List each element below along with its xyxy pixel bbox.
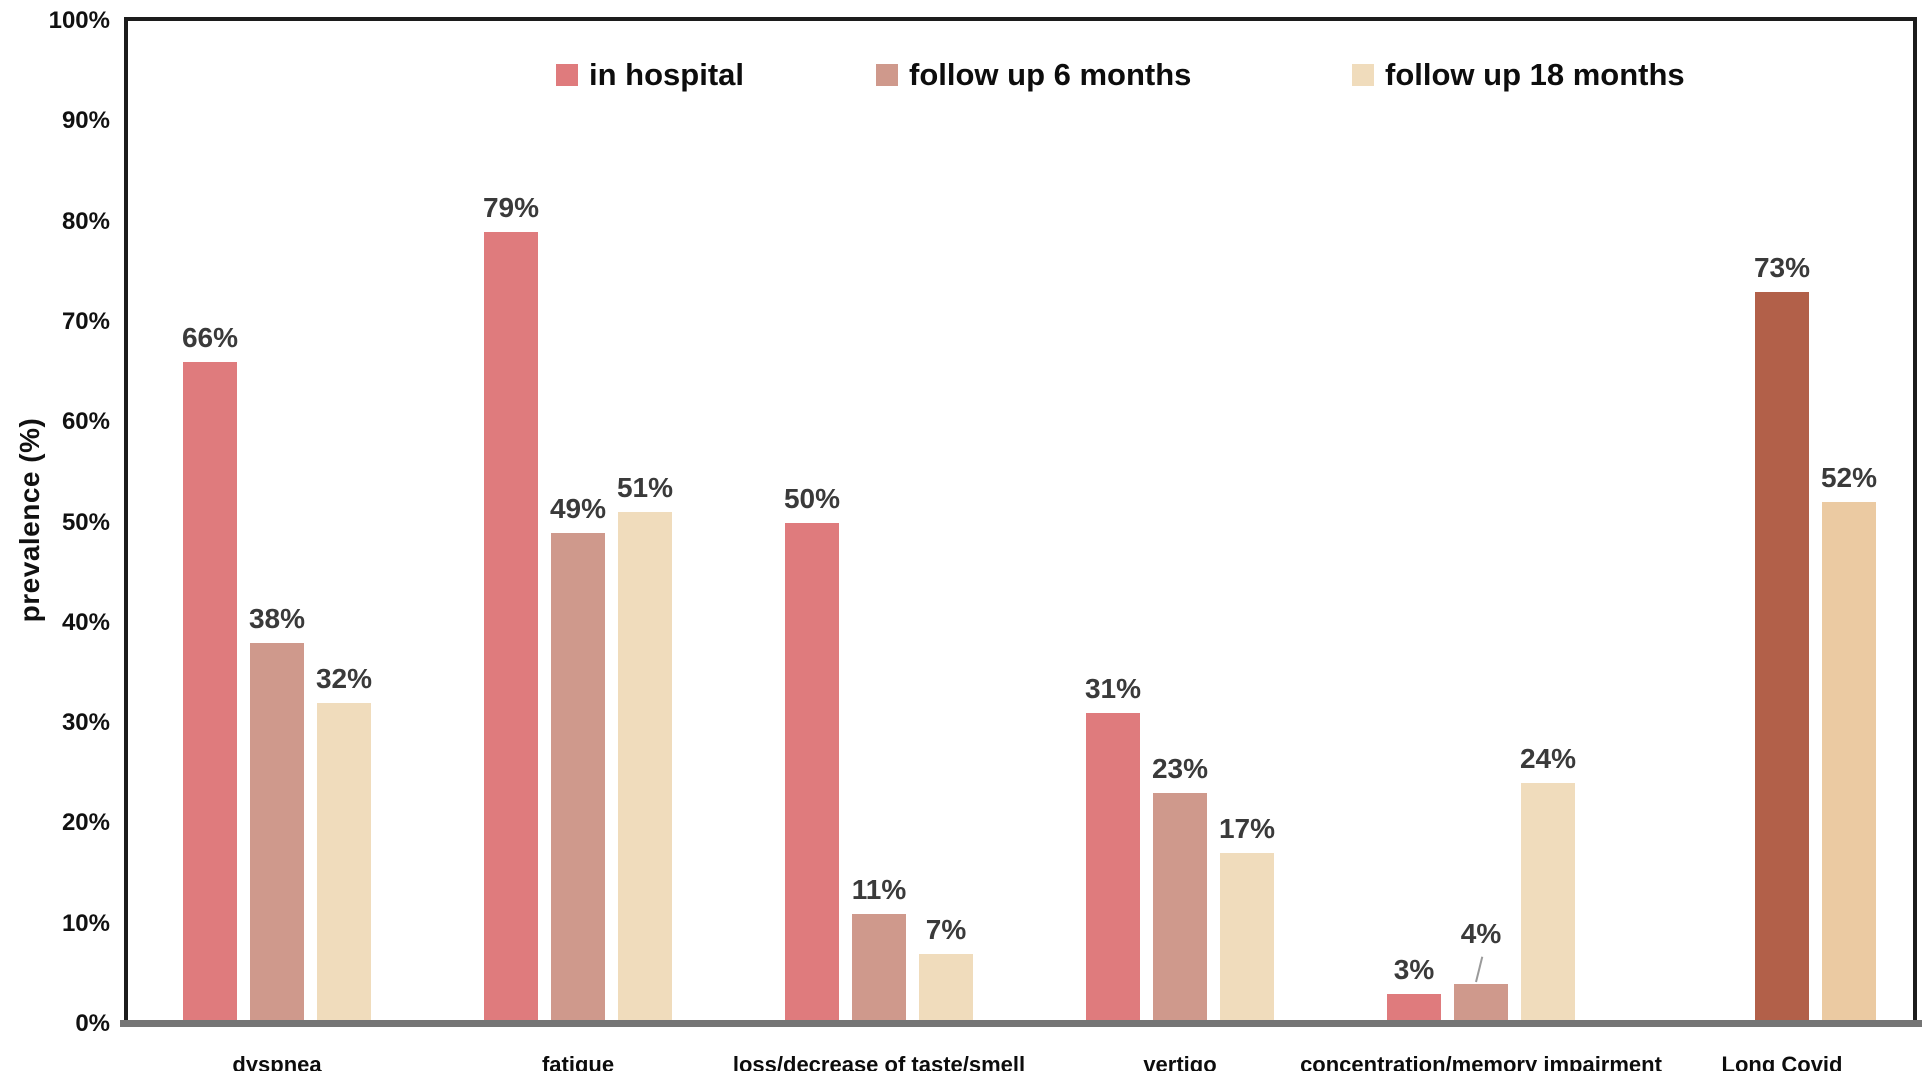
legend-swatch-follow-up-18-months: [1352, 64, 1374, 86]
category-label: dyspnea: [232, 1052, 322, 1071]
bar: [919, 954, 973, 1024]
bar-value-label: 66%: [181, 322, 239, 353]
bar-value-label: 52%: [1820, 462, 1878, 493]
legend-label: follow up 18 months: [1385, 57, 1685, 92]
legend-label: in hospital: [589, 57, 744, 92]
bar-group: 79% 49% 51% fatigue: [482, 21, 674, 1071]
legend-entry: follow up 18 months: [1352, 57, 1685, 93]
legend-swatch-in-hospital: [556, 64, 578, 86]
bar-value-label: 7%: [925, 914, 967, 945]
bar-group: 66% 38% 32% dyspnea: [181, 21, 373, 1071]
bar-value-label: 32%: [315, 663, 373, 694]
bar-group: 50% 11% 7% loss/decrease of taste/smell: [733, 21, 1025, 1071]
bar-value-label: 23%: [1151, 753, 1209, 784]
bar-value-label: 73%: [1753, 252, 1811, 283]
y-tick-label: 50%: [61, 508, 110, 536]
bar-value-label: 50%: [783, 483, 841, 514]
category-label: fatigue: [541, 1052, 615, 1071]
y-tick-label: 70%: [61, 307, 110, 335]
x-axis-line: [120, 1020, 1922, 1027]
y-tick-label: 40%: [61, 608, 110, 636]
y-tick-label: 60%: [61, 408, 110, 436]
bar-value-label: 11%: [851, 874, 907, 905]
bar: [250, 643, 304, 1024]
y-tick-label: 100%: [48, 7, 110, 34]
legend-swatch-follow-up-6-months: [876, 64, 898, 86]
bar: [1086, 713, 1140, 1024]
bar-group: 73% 52% Long Covid: [1688, 21, 1878, 1071]
bar-value-label: 38%: [248, 603, 306, 634]
bar: [618, 512, 672, 1024]
bar-group: 31% 23% 17% vertigo: [1084, 21, 1276, 1071]
category-label: Long Covid: [1721, 1052, 1843, 1071]
category-label: concentration/memory impairment: [1300, 1052, 1662, 1071]
label-leader-line: [1475, 956, 1484, 983]
bar-value-label: 3%: [1393, 954, 1435, 985]
category-label: vertigo: [1143, 1052, 1217, 1071]
y-tick-label: 20%: [61, 809, 110, 837]
bar-value-label: 17%: [1218, 813, 1276, 844]
bar-value-label: 4%: [1460, 918, 1502, 949]
bar-group: 3% 4% 24% concentration/memory impairment: [1300, 21, 1662, 1071]
y-tick-label: 80%: [61, 207, 110, 235]
bar: [317, 703, 371, 1024]
y-tick-label: 90%: [61, 107, 110, 135]
bar-value-label: 79%: [482, 192, 540, 223]
bar: [852, 914, 906, 1024]
plot-area: in hospital follow up 6 months follow up 1…: [124, 17, 1917, 1071]
category-label: loss/decrease of taste/smell: [732, 1052, 1026, 1071]
bar: [1153, 793, 1207, 1024]
bar: [1387, 994, 1441, 1024]
y-tick-label: 0%: [75, 1010, 110, 1037]
bar: [1521, 783, 1575, 1024]
bar-value-label: 31%: [1084, 673, 1142, 704]
bar: [484, 232, 538, 1024]
bar: [1755, 292, 1809, 1024]
bar: [1454, 984, 1508, 1024]
bar-value-label: 49%: [549, 493, 607, 524]
bar: [785, 523, 839, 1024]
bar-value-label: 51%: [616, 472, 674, 503]
bar: [1822, 502, 1876, 1024]
legend-entry: in hospital: [556, 57, 744, 93]
bar: [183, 362, 237, 1024]
bar: [551, 533, 605, 1024]
legend-label: follow up 6 months: [909, 57, 1192, 92]
bar-value-label: 24%: [1519, 743, 1577, 774]
y-tick-label: 30%: [61, 709, 110, 737]
y-tick-label: 10%: [61, 909, 110, 937]
legend-entry: follow up 6 months: [876, 57, 1191, 93]
bar: [1220, 853, 1274, 1024]
